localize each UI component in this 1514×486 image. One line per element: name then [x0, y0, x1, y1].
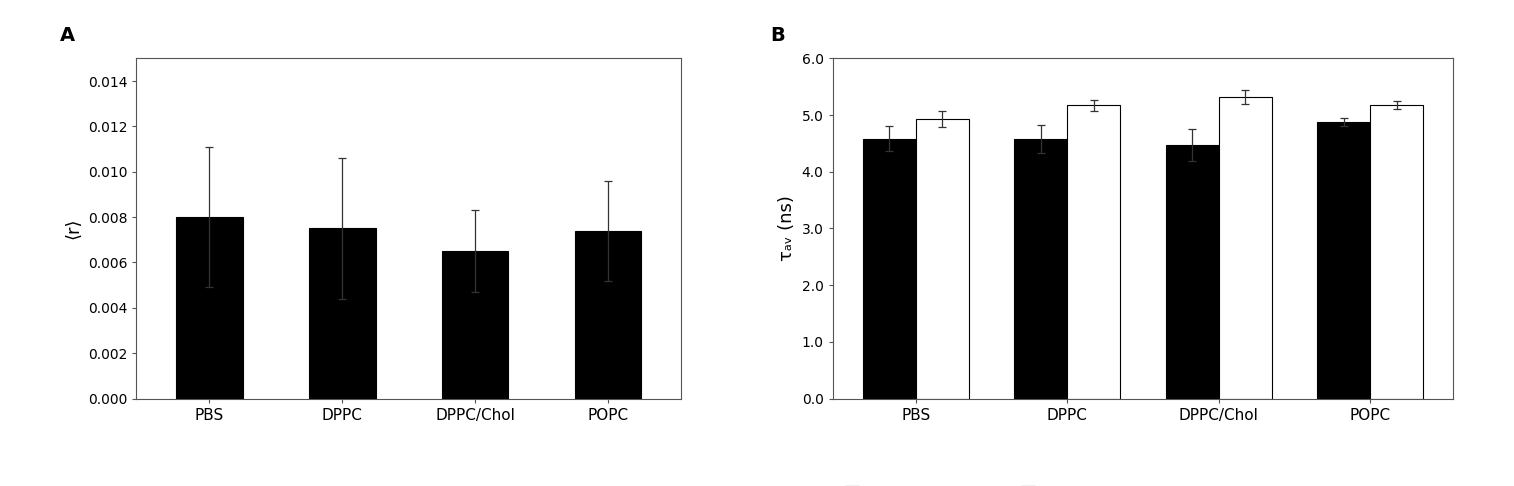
- Text: A: A: [61, 26, 76, 45]
- Bar: [1370, 105, 1423, 399]
- Y-axis label: τₐᵥ (ns): τₐᵥ (ns): [778, 195, 796, 261]
- Text: B: B: [771, 26, 786, 45]
- Bar: [1219, 97, 1272, 399]
- Legend: amplitude-weighted, intensity-weighted: amplitude-weighted, intensity-weighted: [840, 480, 1181, 486]
- Y-axis label: ⟨r⟩: ⟨r⟩: [64, 218, 82, 239]
- Bar: [1166, 145, 1219, 399]
- Bar: [309, 228, 375, 399]
- Bar: [575, 231, 642, 399]
- Bar: [863, 139, 916, 399]
- Bar: [1014, 139, 1067, 399]
- Bar: [442, 251, 509, 399]
- Bar: [176, 217, 242, 399]
- Bar: [916, 119, 969, 399]
- Bar: [1317, 122, 1370, 399]
- Bar: [1067, 105, 1120, 399]
